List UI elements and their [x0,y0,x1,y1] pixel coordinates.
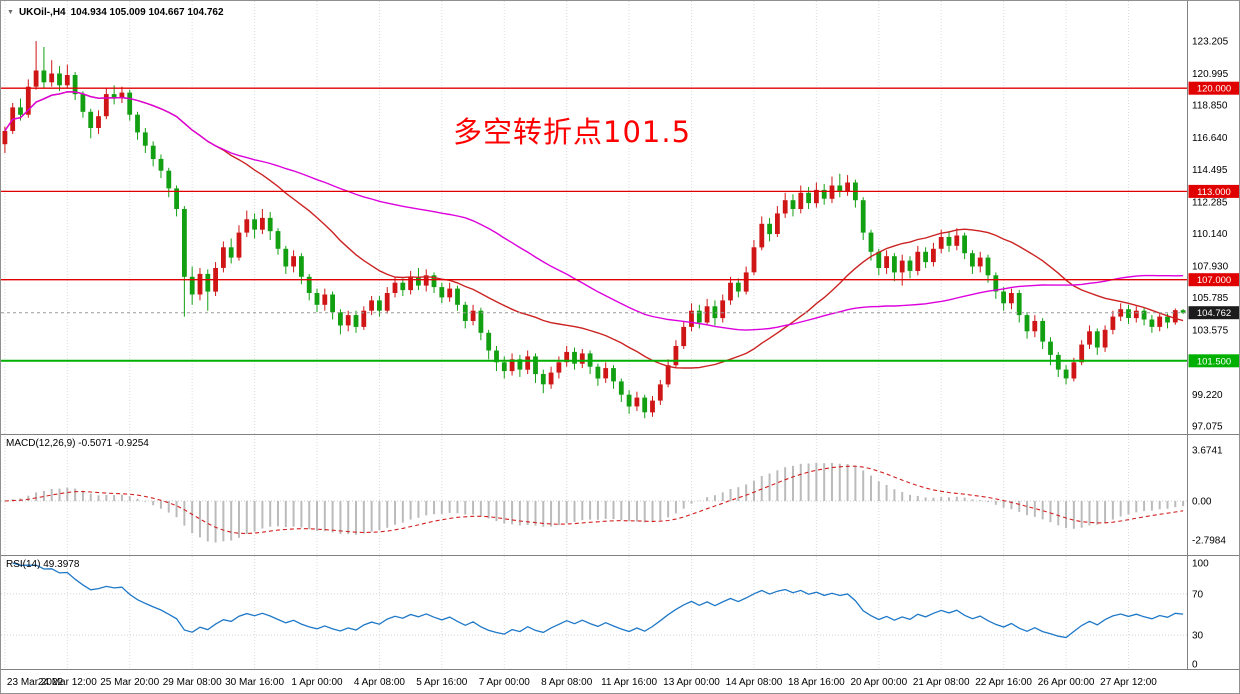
rsi-axis-label: 30 [1192,631,1204,642]
time-axis-label: 21 Apr 08:00 [913,677,970,688]
time-axis-label: 26 Apr 00:00 [1038,677,1095,688]
panel-separators[interactable] [1,1,1240,670]
time-axis-label: 4 Apr 08:00 [354,677,406,688]
macd-axis-label: -2.7984 [1192,535,1226,546]
price-axis-label: 123.205 [1192,37,1229,48]
candlestick-series [2,41,1186,419]
price-level-badge [1188,184,1239,198]
price-level-badge [1188,81,1239,95]
time-axis-label: 24 Mar 12:00 [38,677,97,688]
chart-annotation: 多空转折点101.5 [453,115,692,149]
price-axis-label: 103.575 [1192,326,1229,337]
time-axis-label: 14 Apr 08:00 [726,677,783,688]
macd-axis-label: 3.6741 [1192,445,1223,456]
price-level-badge-label: 113.000 [1197,187,1231,198]
price-level-badge-label: 107.000 [1197,275,1231,286]
rsi-axis-label: 0 [1192,660,1198,671]
ma-slow-line [4,91,1184,331]
price-level-badge-label: 101.500 [1197,356,1231,367]
current-price-badge [1188,306,1239,320]
time-axis-label: 8 Apr 08:00 [541,677,593,688]
symbol-info-bar: ▼ UKOil-,H4 104.934 105.009 104.667 104.… [7,7,224,18]
rsi-line [12,562,1184,639]
current-price-badge-label: 104.762 [1197,308,1231,319]
time-axis-label: 18 Apr 16:00 [788,677,845,688]
price-level-badge [1188,354,1239,368]
price-axis-label: 114.495 [1192,165,1228,176]
time-axis-label: 13 Apr 00:00 [663,677,720,688]
rsi-axis-label: 100 [1192,559,1209,570]
price-axis[interactable]: 123.205 120.995 118.850 116.640 114.495 112.2… [1188,37,1240,671]
symbol-timeframe-label: UKOil-,H4 [18,7,66,18]
price-axis-label: 97.075 [1192,422,1223,433]
rsi-label: RSI(14) 49.3978 [6,559,80,570]
one-click-trading-arrow-icon[interactable]: ▼ [7,9,14,16]
price-axis-label: 105.785 [1192,293,1229,304]
macd-label: MACD(12,26,9) -0.5071 -0.9254 [6,438,149,449]
time-axis-label: 22 Apr 16:00 [975,677,1032,688]
horizontal-levels [1,87,1187,362]
time-axis-label: 20 Apr 00:00 [850,677,907,688]
macd-histogram [11,462,1185,543]
price-axis-label: 107.930 [1192,262,1229,273]
rsi-axis-label: 70 [1192,589,1204,600]
time-axis-label: 7 Apr 00:00 [479,677,531,688]
grid-layer [4,1,1129,669]
time-axis-label: 11 Apr 16:00 [601,677,657,688]
time-axis-label: 27 Apr 12:00 [1100,677,1157,688]
macd-signal-line [4,465,1184,535]
price-axis-label: 99.220 [1192,390,1223,401]
price-axis-label: 110.140 [1192,229,1228,240]
time-axis-label: 1 Apr 00:00 [291,677,343,688]
price-axis-label: 120.995 [1192,69,1229,80]
time-axis-label: 5 Apr 16:00 [416,677,468,688]
price-axis-label: 118.850 [1192,101,1228,112]
price-axis-label: 116.640 [1192,133,1228,144]
price-level-badge [1188,273,1239,287]
time-axis-label: 30 Mar 16:00 [225,677,284,688]
time-axis-label: 29 Mar 08:00 [163,677,222,688]
macd-axis-label: 0.00 [1192,497,1212,508]
ohlc-values: 104.934 105.009 104.667 104.762 [70,7,224,18]
time-axis-label: 25 Mar 20:00 [100,677,159,688]
time-axis-label: 23 Mar 2022 [7,677,64,688]
price-level-badge-label: 120.000 [1197,84,1231,95]
price-axis-label: 112.285 [1192,197,1228,208]
